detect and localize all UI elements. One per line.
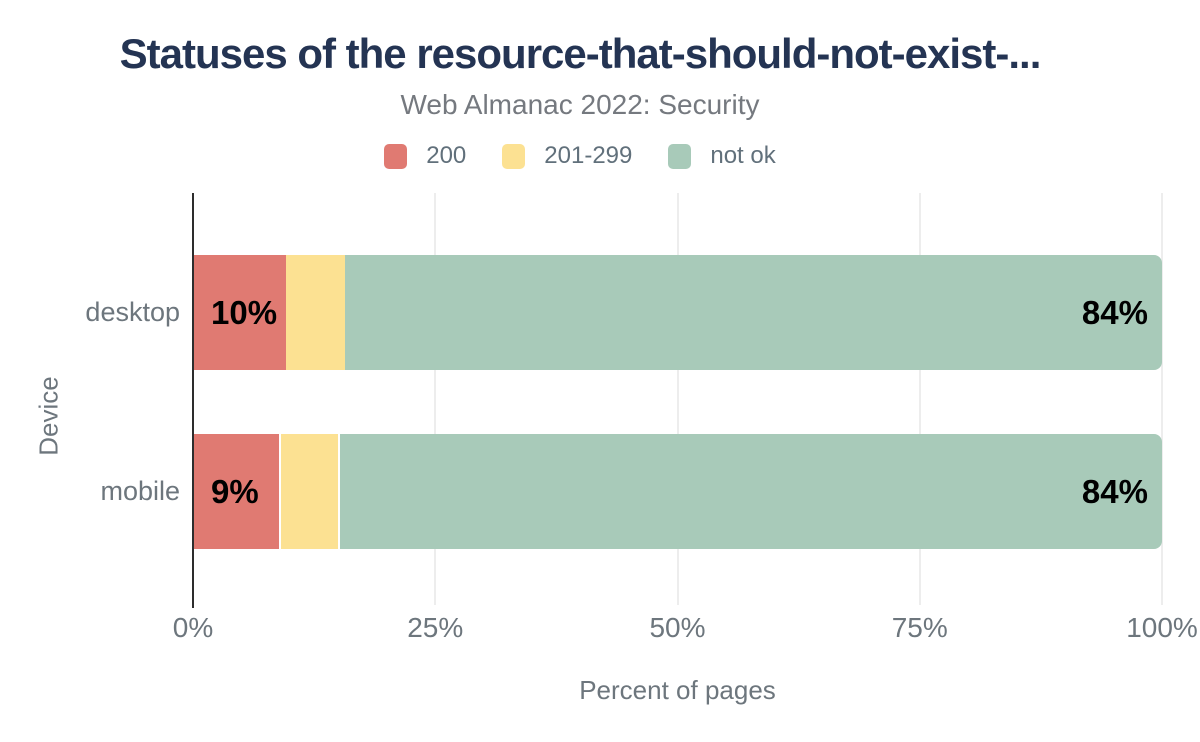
chart-subtitle: Web Almanac 2022: Security <box>400 89 760 120</box>
legend-label: 200 <box>426 142 467 169</box>
gridline <box>434 193 437 605</box>
gridline <box>918 193 921 605</box>
gridline <box>1161 193 1163 605</box>
x-axis-title: Percent of pages <box>579 675 776 705</box>
legend-swatch-icon <box>384 143 408 169</box>
legend-swatch-icon <box>668 143 692 169</box>
x-tick-label: 75% <box>891 612 948 643</box>
y-axis-title: Device <box>33 376 64 456</box>
bar-value-label: 9% <box>211 472 259 510</box>
bar-segment-mobile-not ok: 84% <box>340 434 1162 549</box>
legend-swatch-icon <box>502 143 526 169</box>
legend-item: 200 <box>384 142 466 170</box>
bar-row-desktop: 10% 84% <box>193 255 1162 370</box>
bar-value-label: 84% <box>1081 472 1148 510</box>
category-label-mobile: mobile <box>100 476 180 506</box>
x-tick-label: 0% <box>172 612 214 643</box>
bar-segment-mobile-200: 9% <box>193 434 282 549</box>
bar-value-label: 10% <box>211 293 278 331</box>
legend-label: not ok <box>710 142 776 169</box>
bar-segment-mobile-201-299 <box>281 434 341 549</box>
chart-title: Statuses of the resource-that-should-not… <box>119 30 1042 77</box>
legend-item: not ok <box>668 142 776 170</box>
legend-item: 201-299 <box>502 142 632 170</box>
category-label-desktop: desktop <box>85 297 180 327</box>
legend-label: 201-299 <box>544 142 633 169</box>
gridline <box>676 193 679 605</box>
x-tick-label: 100% <box>1126 612 1198 643</box>
bar-value-label: 84% <box>1081 293 1148 331</box>
y-axis-line <box>192 193 194 608</box>
bar-segment-desktop-not ok: 84% <box>345 255 1162 370</box>
x-tick-label: 50% <box>649 612 706 643</box>
bar-segment-desktop-200: 10% <box>193 255 287 370</box>
x-tick-label: 25% <box>407 612 464 643</box>
bar-row-mobile: 9% 84% <box>193 434 1162 549</box>
plot-area: Percent of pages 0% 25% 50% 75% 100% 10% 84% 9%… <box>173 193 1198 705</box>
bar-segment-desktop-201-299 <box>286 255 346 370</box>
legend: 200 201-299 not ok <box>0 142 1160 170</box>
